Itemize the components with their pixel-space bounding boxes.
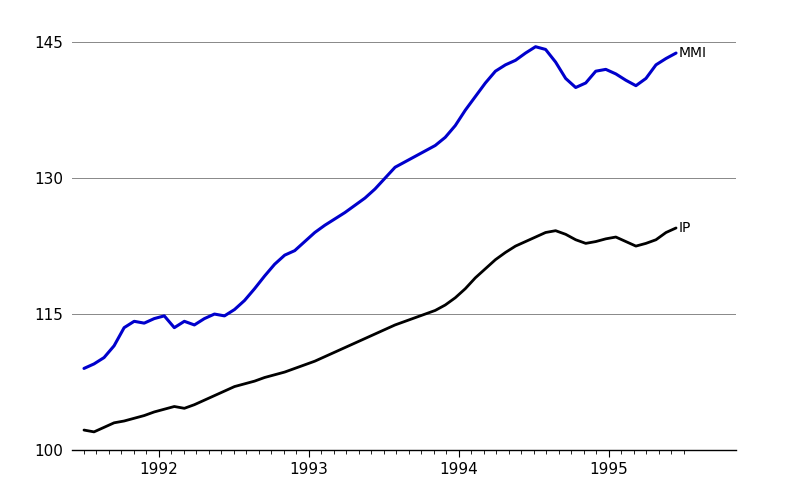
Text: IP: IP xyxy=(678,221,691,235)
Text: MMI: MMI xyxy=(678,46,706,60)
